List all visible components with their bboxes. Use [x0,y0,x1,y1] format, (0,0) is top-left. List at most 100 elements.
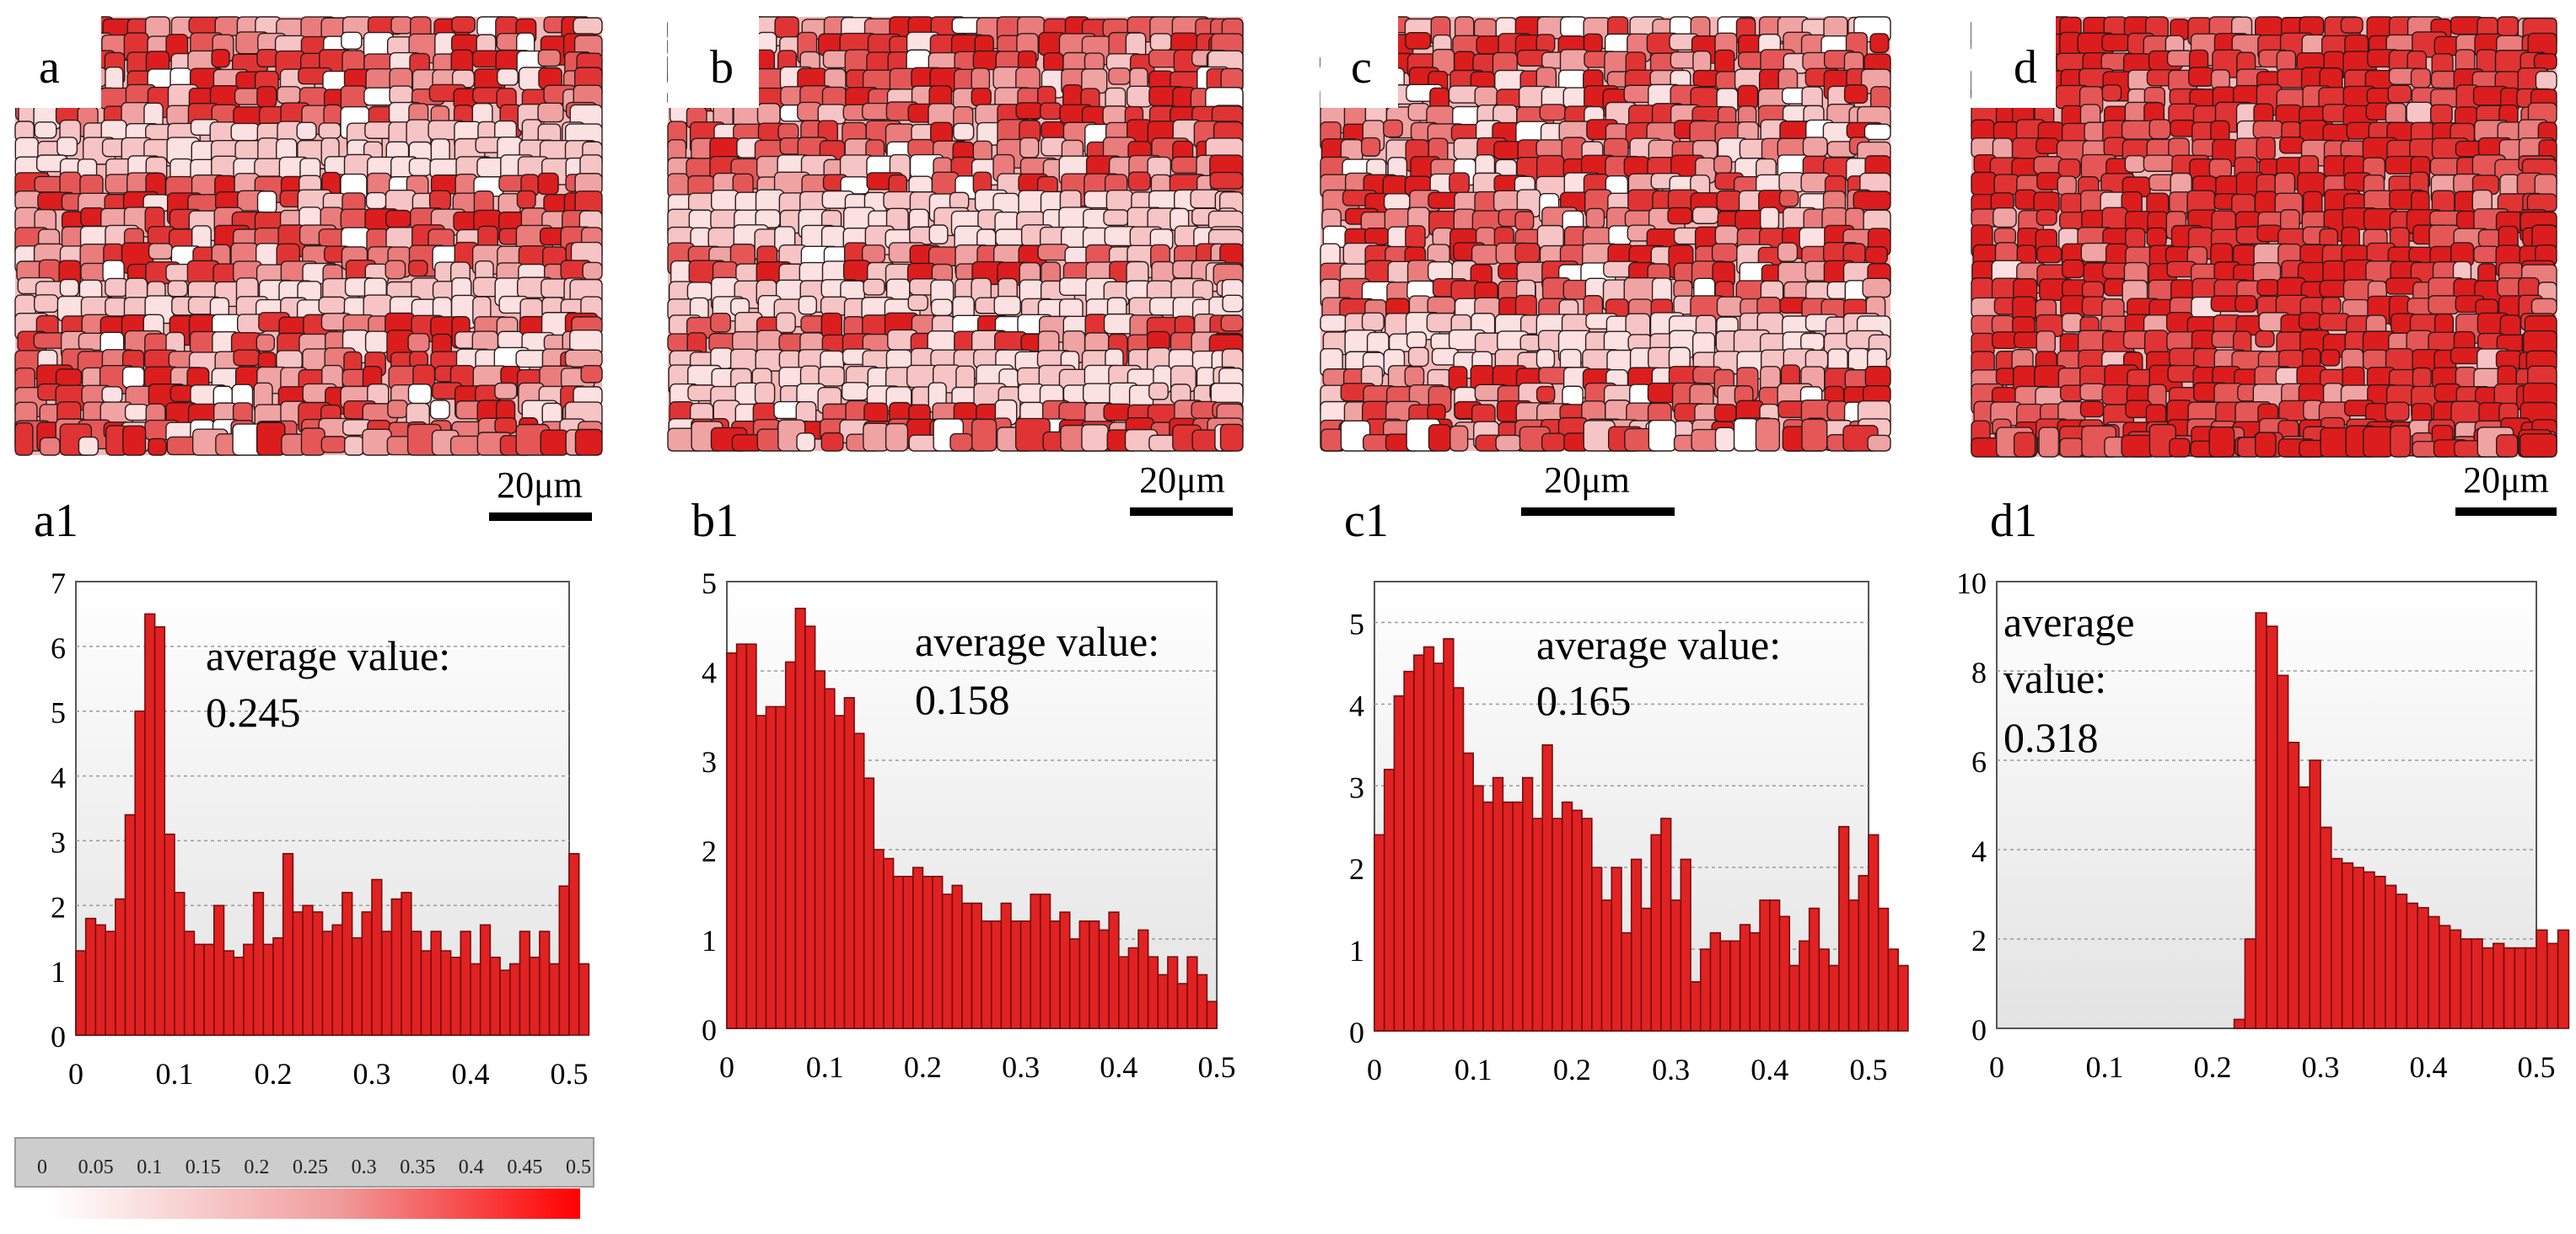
bar-c1-42 [1788,964,1800,1032]
ytick-d1-4: 8 [1971,656,1987,689]
bar-a1-34 [410,931,422,1036]
bar-c1-17 [1541,744,1553,1032]
ytick-d1-0: 0 [1971,1013,1987,1047]
bar-c1-53 [1897,964,1909,1032]
histogram-d1: d1 0 2 4 6 8 10 0 0.1 0.2 0.3 0.4 0.5 average value… [1956,495,2570,1084]
color-legend: 0 0.05 0.1 0.15 0.2 0.25 0.3 0.35 0.4 0.45 0.5 [14,1137,594,1219]
bar-a1-23 [302,904,314,1036]
bar-a1-14 [213,904,225,1036]
annotation-b1-line1: average value: [915,618,1159,665]
bar-b1-35 [1068,938,1081,1029]
bar-d1-36 [2385,884,2397,1029]
chart-label-a1: a1 [34,495,78,547]
bar-b1-12 [843,696,855,1029]
xtick-d1-0: 0 [1989,1050,2004,1084]
bar-c1-7 [1443,638,1455,1032]
ytick-a1-7: 7 [51,566,66,600]
bar-a1-43 [499,969,511,1036]
bar-d1-52 [2557,929,2570,1029]
bar-c1-29 [1660,818,1672,1032]
xtick-b1-0: 0 [719,1050,734,1084]
bar-c1-36 [1729,940,1741,1032]
bar-a1-10 [174,892,186,1036]
bar-a1-50 [568,852,580,1036]
bar-c1-20 [1571,809,1583,1032]
bar-c1-44 [1808,907,1820,1032]
scale-label-a: 20μm [497,464,583,506]
bar-a1-16 [233,956,245,1036]
legend-tick-strip [14,1137,594,1188]
bar-d1-46 [2493,942,2505,1029]
bar-d1-27 [2287,741,2300,1029]
legend-tick-5: 0.25 [293,1156,328,1178]
bar-a1-5 [124,813,136,1036]
xtick-c1-2: 0.2 [1553,1053,1591,1086]
bar-a1-49 [558,885,570,1036]
bar-a1-9 [164,833,175,1036]
bar-a1-38 [449,956,462,1036]
bar-a1-48 [548,963,561,1036]
ytick-d1-3: 6 [1971,745,1987,779]
bar-b1-7 [794,607,806,1029]
bar-c1-14 [1512,801,1524,1032]
bar-d1-39 [2417,907,2429,1029]
xtick-a1-0: 0 [68,1057,83,1091]
ytick-a1-3: 3 [51,825,66,859]
xtick-d1-1: 0.1 [2086,1050,2124,1084]
bar-d1-49 [2525,947,2537,1029]
bar-b1-6 [784,661,797,1029]
bar-a1-8 [153,625,166,1036]
bar-a1-2 [94,924,106,1036]
bar-c1-49 [1858,875,1869,1032]
bar-c1-33 [1699,948,1712,1032]
bar-c1-18 [1552,818,1563,1032]
xtick-c1-5: 0.5 [1850,1053,1888,1086]
bar-b1-48 [1196,974,1208,1029]
bar-b1-34 [1059,911,1071,1029]
bar-c1-15 [1522,776,1534,1032]
legend-tick-2: 0.1 [137,1156,162,1178]
histogram-a1: a1 0 1 2 3 4 5 6 7 0 0.1 0.2 0.3 0.4 0.5 average valu… [34,495,590,1091]
bar-c1-51 [1877,907,1890,1032]
scale-bar-c [1521,507,1675,516]
bar-a1-1 [84,917,97,1036]
bar-d1-32 [2341,862,2354,1029]
bar-a1-6 [134,710,146,1036]
bar-b1-40 [1118,956,1130,1029]
annotation-c1-line2: 0.165 [1536,677,1632,724]
bar-a1-3 [105,931,116,1036]
bar-b1-19 [912,866,924,1029]
bar-d1-35 [2374,876,2386,1029]
bar-c1-40 [1769,899,1781,1032]
ytick-a1-5: 5 [51,696,66,730]
bar-d1-28 [2298,786,2310,1029]
bar-d1-47 [2503,947,2516,1029]
legend-tick-0: 0 [37,1156,47,1178]
ytick-b1-5: 5 [702,566,717,600]
bar-b1-30 [1019,920,1032,1029]
bar-d1-45 [2482,947,2494,1029]
ytick-a1-1: 1 [51,955,66,989]
bar-c1-13 [1502,801,1514,1032]
bar-a1-42 [489,956,501,1036]
bar-a1-7 [144,613,156,1036]
bar-b1-9 [814,670,826,1029]
xtick-d1-5: 0.5 [2518,1050,2556,1084]
annotation-a1-line1: average value: [206,632,450,679]
bar-b1-8 [804,625,816,1029]
ytick-b1-0: 0 [702,1013,717,1047]
bar-c1-52 [1887,948,1899,1032]
bar-c1-12 [1492,776,1504,1032]
xtick-b1-5: 0.5 [1198,1050,1236,1084]
scale-label-d: 20μm [2463,459,2549,501]
bar-a1-46 [529,956,540,1036]
bar-b1-47 [1186,956,1198,1029]
bar-a1-25 [321,931,333,1036]
histogram-b1: b1 0 1 2 3 4 5 0 0.1 0.2 0.3 0.4 0.5 average value:… [691,495,1236,1084]
panel-label-b: b [710,41,734,94]
bar-b1-24 [961,902,973,1029]
bar-a1-22 [292,911,304,1036]
bar-c1-48 [1847,899,1860,1032]
bar-a1-41 [479,924,492,1036]
bar-b1-32 [1040,893,1051,1029]
